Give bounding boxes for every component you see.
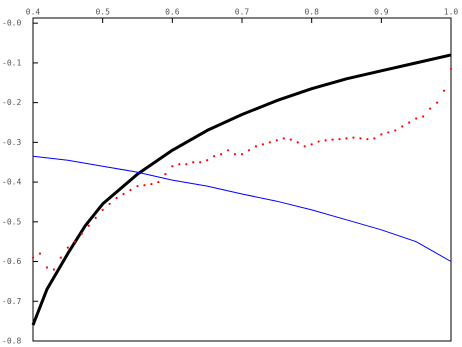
- data-point: [352, 136, 355, 139]
- x-tick-label: 0.7: [235, 8, 250, 17]
- data-point: [157, 180, 160, 184]
- data-point: [192, 161, 195, 164]
- data-point: [31, 256, 35, 259]
- y-tick-label: -0.0: [2, 19, 21, 28]
- data-point: [164, 173, 167, 176]
- data-point: [45, 266, 49, 269]
- data-point: [38, 252, 42, 255]
- data-point: [143, 184, 146, 187]
- data-point: [408, 121, 411, 124]
- y-tick-label: -0.7: [2, 297, 21, 306]
- data-point: [268, 141, 271, 144]
- data-point: [185, 163, 188, 166]
- data-point: [415, 117, 418, 120]
- data-point: [150, 182, 153, 186]
- y-tick-label: -0.4: [2, 178, 21, 187]
- data-point: [429, 107, 432, 110]
- data-point: [136, 184, 139, 188]
- data-point: [380, 133, 383, 136]
- data-point: [171, 165, 174, 168]
- x-tick-label: 0.9: [374, 8, 389, 17]
- data-point: [331, 138, 334, 141]
- data-point: [387, 131, 390, 134]
- x-tick-label: 0.6: [165, 8, 180, 17]
- data-point: [401, 125, 404, 128]
- data-point: [275, 139, 278, 142]
- data-point: [233, 153, 237, 156]
- data-point: [254, 145, 258, 148]
- data-point: [289, 138, 292, 141]
- data-point: [296, 141, 299, 144]
- x-tick-label: 0.8: [304, 8, 319, 17]
- data-point: [261, 143, 264, 146]
- data-point: [87, 224, 90, 227]
- data-point: [80, 232, 83, 235]
- x-tick-label: 1.0: [444, 8, 459, 17]
- data-point: [115, 196, 118, 200]
- data-point: [240, 153, 244, 156]
- x-tick-label: 0.5: [95, 8, 110, 17]
- data-point: [178, 163, 181, 166]
- data-point: [206, 159, 209, 162]
- data-point: [366, 138, 369, 141]
- data-point: [449, 67, 453, 70]
- data-point: [247, 149, 251, 152]
- data-point: [59, 256, 62, 259]
- data-point: [282, 137, 285, 140]
- data-point: [324, 139, 327, 142]
- data-line: [31, 53, 452, 326]
- data-point: [213, 155, 216, 158]
- y-tick-label: -0.5: [2, 217, 21, 226]
- data-point: [422, 115, 425, 118]
- data-point: [52, 268, 56, 271]
- data-point: [101, 208, 104, 211]
- data-point: [94, 216, 97, 219]
- x-tick-label: 0.4: [26, 8, 41, 17]
- data-line: [32, 155, 452, 262]
- plot-frame: [32, 17, 452, 342]
- data-point: [122, 192, 125, 196]
- data-point: [442, 89, 446, 92]
- data-point: [435, 101, 439, 104]
- data-point: [66, 246, 69, 249]
- data-point: [394, 129, 397, 132]
- data-point: [317, 140, 320, 143]
- data-point: [129, 188, 132, 192]
- data-point: [73, 240, 76, 243]
- data-point: [359, 137, 362, 140]
- y-tick-label: -0.1: [2, 58, 21, 67]
- y-tick-label: -0.3: [2, 138, 21, 147]
- y-tick-label: -0.2: [2, 98, 21, 107]
- data-point: [310, 143, 313, 146]
- data-point: [373, 137, 376, 140]
- data-point: [220, 153, 223, 156]
- data-point: [303, 145, 306, 148]
- data-point: [108, 202, 111, 206]
- data-point: [226, 149, 230, 152]
- data-point: [345, 137, 348, 140]
- data-point: [338, 138, 341, 141]
- y-tick-label: -0.6: [2, 257, 21, 266]
- data-point: [199, 161, 202, 164]
- y-tick-label: -0.8: [2, 337, 21, 346]
